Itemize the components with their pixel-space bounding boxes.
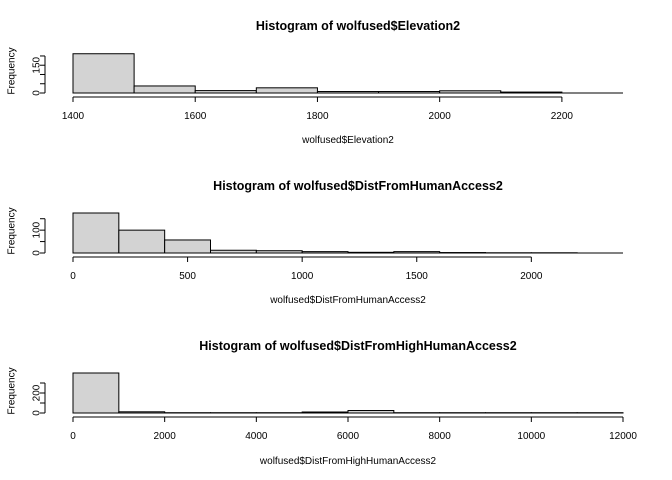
- x-axis-label: wolfused$DistFromHighHumanAccess2: [259, 456, 437, 467]
- y-tick-label: 150: [32, 56, 43, 73]
- x-tick-label: 1000: [291, 271, 314, 282]
- x-tick-label: 2000: [154, 431, 177, 442]
- x-tick-label: 8000: [429, 431, 452, 442]
- histogram-bar: [133, 85, 196, 94]
- histogram-panel-3: Histogram of wolfused$DistFromHighHumanA…: [7, 339, 638, 467]
- y-tick-label: 100: [32, 221, 43, 238]
- histogram-panel-1: Histogram of wolfused$Elevation2 1400 1600…: [7, 19, 623, 146]
- histogram-panel-2: Histogram of wolfused$DistFromHumanAcces…: [7, 179, 623, 306]
- x-tick-label: 2000: [520, 271, 543, 282]
- x-tick-label: 0: [70, 431, 76, 442]
- x-axis-label: wolfused$Elevation2: [301, 135, 394, 146]
- x-tick-label: 2200: [551, 111, 574, 122]
- x-tick-label: 12000: [609, 431, 637, 442]
- x-tick-label: 4000: [245, 431, 268, 442]
- y-tick-label: 0: [32, 250, 43, 256]
- x-tick-label: 1600: [184, 111, 207, 122]
- y-tick-label: 0: [32, 90, 43, 96]
- y-tick-label: 0: [32, 410, 43, 416]
- chart-title: Histogram of wolfused$Elevation2: [256, 19, 460, 33]
- y-tick-label: 200: [32, 384, 43, 401]
- y-axis-label: Frequency: [7, 207, 18, 254]
- x-tick-label: 0: [70, 271, 76, 282]
- histogram-bar: [255, 87, 318, 94]
- y-axis-label: Frequency: [7, 367, 18, 414]
- x-tick-label: 2000: [429, 111, 452, 122]
- x-tick-label: 500: [179, 271, 196, 282]
- y-axis-label: Frequency: [7, 47, 18, 94]
- chart-title: Histogram of wolfused$DistFromHighHumanA…: [199, 339, 516, 353]
- x-tick-label: 10000: [517, 431, 545, 442]
- histogram-bar: [72, 372, 120, 414]
- x-tick-label: 1400: [62, 111, 85, 122]
- x-tick-label: 6000: [337, 431, 360, 442]
- histogram-bar: [164, 239, 212, 254]
- histogram-bar: [118, 229, 166, 254]
- histogram-bar: [72, 53, 135, 94]
- histogram-bar: [72, 212, 120, 254]
- x-axis-label: wolfused$DistFromHumanAccess2: [269, 295, 426, 306]
- chart-title: Histogram of wolfused$DistFromHumanAcces…: [213, 179, 503, 193]
- x-tick-label: 1800: [306, 111, 329, 122]
- x-tick-label: 1500: [406, 271, 429, 282]
